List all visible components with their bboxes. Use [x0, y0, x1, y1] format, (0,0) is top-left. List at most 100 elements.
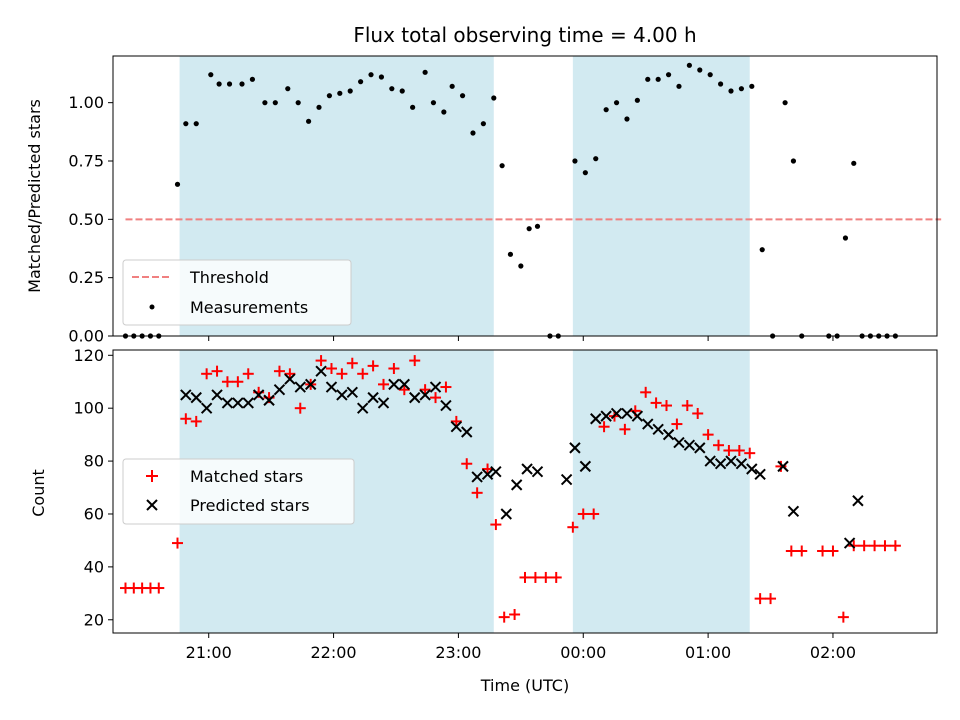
matched-star-point	[211, 365, 223, 377]
matched-star-point	[357, 368, 369, 380]
predicted-star-point	[471, 471, 483, 483]
measurement-point	[226, 81, 233, 87]
matched-star-point	[765, 593, 777, 605]
measurement-point	[459, 93, 466, 99]
measurement-point	[749, 83, 755, 89]
matched-star-point	[190, 415, 202, 427]
matched-star-point	[879, 540, 891, 552]
matched-star-point	[172, 537, 184, 549]
matched-star-point	[837, 611, 849, 623]
matched-star-point	[733, 445, 745, 457]
measurement-point	[728, 88, 734, 94]
matched-star-point	[519, 571, 531, 583]
predicted-star-point	[694, 442, 706, 454]
predicted-star-point	[662, 428, 675, 441]
matched-star-point	[346, 357, 358, 369]
predicted-star-point	[200, 402, 213, 414]
measurement-point	[613, 100, 620, 106]
matched-star-point	[817, 545, 829, 557]
x-tick-label: 23:00	[435, 643, 481, 662]
matched-star-point	[848, 540, 860, 552]
measurement-point	[399, 88, 405, 94]
matched-star-point	[498, 611, 510, 623]
measurement-point	[430, 100, 437, 106]
measurement-point	[174, 181, 181, 187]
predicted-star-point	[409, 391, 421, 404]
shaded-intervals-bottom	[179, 350, 750, 633]
predicted-star-points	[180, 365, 864, 549]
y-tick-label: 120	[73, 346, 104, 365]
count-y-axis-label: Count	[29, 469, 48, 517]
predicted-star-point	[398, 378, 411, 391]
y-tick-label: 40	[84, 557, 104, 576]
predicted-star-point	[367, 391, 379, 404]
predicted-star-point	[754, 468, 766, 481]
measurement-point	[697, 67, 703, 73]
measurement-point	[422, 69, 428, 75]
predicted-star-point	[652, 423, 664, 436]
measurement-point	[499, 163, 505, 169]
matched-star-point	[367, 360, 379, 372]
matched-star-point	[294, 402, 306, 414]
matched-star-point	[567, 521, 579, 533]
matched-star-point	[509, 608, 521, 620]
measurement-point	[634, 97, 640, 103]
ratio-y-ticks: 0.00 0.25 0.50 0.75 1.00	[68, 93, 113, 346]
predicted-star-point	[725, 455, 737, 467]
predicted-star-point	[642, 418, 654, 430]
measurement-point	[686, 62, 692, 68]
ratio-legend-box	[122, 259, 352, 326]
y-tick-label: 0.50	[68, 210, 104, 229]
matched-star-point	[153, 582, 165, 594]
measurement-point	[305, 118, 312, 124]
chart-title: Flux total observing time = 4.00 h	[353, 23, 696, 47]
measurement-point	[358, 79, 364, 85]
predicted-star-point	[377, 397, 390, 409]
predicted-star-point	[735, 458, 748, 470]
matched-star-point	[461, 458, 473, 470]
measurement-point	[368, 72, 374, 78]
measurement-point	[326, 93, 333, 99]
measurement-point	[378, 74, 385, 80]
matched-star-point	[336, 368, 348, 380]
matched-star-point	[827, 545, 839, 557]
matched-star-point	[315, 355, 327, 367]
matched-star-point	[692, 407, 704, 419]
measurement-point	[285, 86, 291, 92]
matched-star-point	[744, 447, 756, 459]
measurement-point	[645, 76, 651, 82]
matched-star-point	[796, 545, 808, 557]
predicted-star-point	[631, 410, 644, 422]
matched-star-point	[430, 392, 442, 404]
matched-star-point	[221, 376, 233, 388]
predicted-star-point	[388, 378, 400, 391]
matched-star-point	[490, 519, 502, 531]
matched-star-point	[482, 463, 494, 475]
measurement-point	[262, 100, 268, 106]
predicted-star-point	[190, 391, 202, 404]
measurement-point	[295, 100, 301, 106]
predicted-star-point	[569, 442, 581, 454]
measurement-point	[507, 251, 514, 257]
measurement-point	[582, 170, 588, 176]
predicted-star-point	[450, 420, 463, 433]
predicted-star-point	[714, 458, 727, 470]
x-tick-label: 02:00	[810, 643, 856, 662]
matched-star-point	[540, 571, 552, 583]
measurement-point	[603, 107, 609, 113]
measurement-point	[624, 116, 630, 122]
predicted-star-point	[852, 495, 864, 507]
matched-star-point	[858, 540, 870, 552]
x-tick-label: 01:00	[685, 643, 731, 662]
legend-predicted-label: Predicted stars	[190, 496, 310, 515]
measurement-point	[183, 121, 189, 127]
matched-star-point	[273, 365, 285, 377]
legend-threshold-label: Threshold	[189, 268, 269, 287]
predicted-star-point	[579, 460, 592, 473]
y-tick-label: 20	[84, 610, 104, 629]
predicted-star-point	[510, 479, 523, 491]
measurement-point	[526, 226, 532, 232]
measurement-point	[790, 158, 797, 164]
measurement-point	[738, 86, 745, 92]
